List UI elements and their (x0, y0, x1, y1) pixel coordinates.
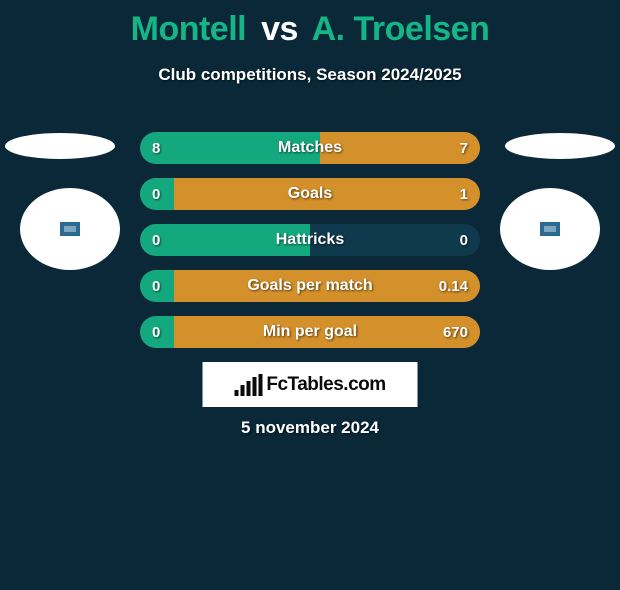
stat-row: Min per goal0670 (140, 316, 480, 348)
brand-chart-icon (234, 374, 264, 396)
subtitle: Club competitions, Season 2024/2025 (0, 65, 620, 85)
stat-bar-right (174, 316, 480, 348)
stat-bar-right (320, 132, 480, 164)
stat-bar-left (140, 224, 310, 256)
player1-name: Montell (131, 10, 246, 48)
stats-bars: Matches87 Goals01 Hattricks00 Goals per mat… (140, 132, 480, 362)
brand-box: FcTables.com (203, 362, 418, 407)
stat-bar-right (174, 178, 480, 210)
player1-flag-icon (60, 222, 80, 236)
stat-row: Goals per match00.14 (140, 270, 480, 302)
stat-bar-left (140, 132, 320, 164)
stat-row: Matches87 (140, 132, 480, 164)
player2-flag-icon (540, 222, 560, 236)
stat-bar-right (310, 224, 480, 256)
stat-bar-left (140, 316, 174, 348)
player2-name-ellipse (505, 133, 615, 159)
stat-bar-left (140, 270, 174, 302)
player2-avatar (500, 188, 600, 270)
player1-name-ellipse (5, 133, 115, 159)
stat-row: Goals01 (140, 178, 480, 210)
stat-bar-left (140, 178, 174, 210)
player1-avatar (20, 188, 120, 270)
comparison-title: Montell vs A. Troelsen (0, 10, 620, 49)
brand-text: FcTables.com (266, 374, 385, 396)
player2-name: A. Troelsen (312, 10, 490, 48)
stat-bar-right (174, 270, 480, 302)
stat-row: Hattricks00 (140, 224, 480, 256)
vs-text: vs (261, 10, 298, 48)
date-text: 5 november 2024 (0, 418, 620, 438)
